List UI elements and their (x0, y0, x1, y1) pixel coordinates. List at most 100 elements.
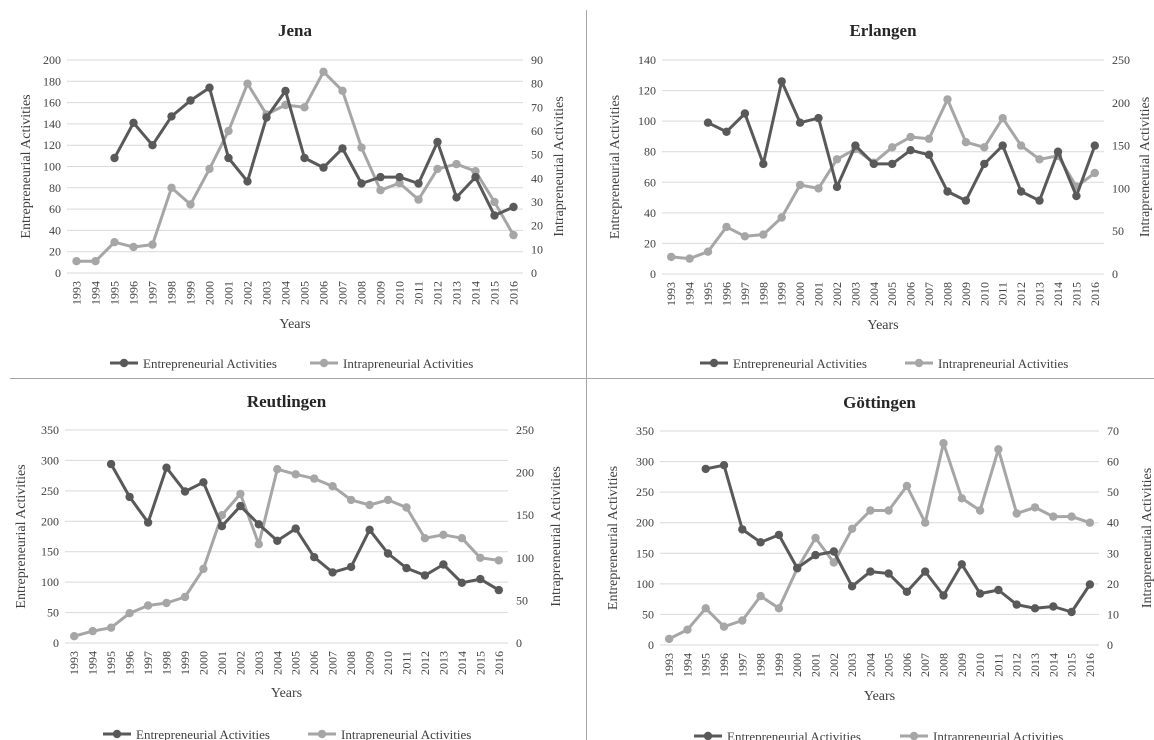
data-point-entrepreneurial (921, 567, 930, 576)
data-point-intrapreneurial (961, 138, 971, 147)
data-point-intrapreneurial (832, 155, 842, 164)
chart-panel-jena: Jena 0 20 40 60 80 100 120 140 160 180 200 0 10 20 30 40… (0, 0, 586, 378)
x-tick-label: 1995 (108, 281, 122, 305)
x-tick-label: 2011 (399, 651, 413, 675)
data-point-intrapreneurial (509, 230, 518, 240)
series-line-entrepreneurial (707, 79, 1097, 203)
x-tick-label: 2015 (473, 651, 487, 675)
x-tick-label: 2004 (863, 653, 877, 677)
x-tick-label: 1994 (89, 281, 103, 305)
legend-marker-intrapreneurial (317, 729, 327, 739)
x-tick-label: 2008 (355, 281, 369, 305)
data-point-intrapreneurial (1012, 509, 1021, 518)
series-line-intrapreneurial (73, 467, 500, 638)
x-tick-label: 2001 (808, 653, 822, 677)
legend-label-entrepreneurial: Entrepreneurial Activities (143, 356, 277, 371)
x-tick-label: 1993 (67, 651, 81, 675)
y2-tick-label: 10 (1107, 607, 1119, 621)
x-tick-label: 1998 (756, 282, 770, 306)
data-point-entrepreneurial (110, 153, 119, 163)
x-tick-label: 2014 (455, 651, 469, 675)
data-point-entrepreneurial (1090, 141, 1099, 150)
data-point-intrapreneurial (224, 126, 233, 136)
data-point-entrepreneurial (866, 567, 875, 576)
x-tick-label: 2000 (196, 651, 210, 675)
data-point-intrapreneurial (376, 186, 385, 195)
data-point-intrapreneurial (994, 445, 1003, 454)
y2-tick-label: 0 (1112, 267, 1118, 281)
legend-marker-entrepreneurial (112, 729, 122, 739)
data-point-entrepreneurial (740, 109, 750, 118)
data-point-entrepreneurial (199, 478, 208, 487)
data-point-entrepreneurial (281, 86, 290, 96)
y-tick-label: 100 (41, 575, 59, 589)
chart-svg-gottingen: Göttingen 0 50 100 150 200 250 300 350 0 10 20 30 40 5… (606, 393, 1154, 740)
x-tick-label: 1998 (160, 651, 174, 675)
x-tick-label: 2015 (1065, 653, 1079, 677)
data-point-entrepreneurial (217, 522, 227, 531)
y-axis-label: Entrepreneurial Activities (19, 94, 34, 238)
y-tick-label: 300 (41, 453, 59, 467)
data-point-intrapreneurial (667, 252, 676, 262)
x-tick-label: 2011 (412, 281, 426, 305)
data-point-intrapreneurial (774, 604, 784, 613)
data-point-intrapreneurial (143, 601, 153, 610)
data-point-entrepreneurial (943, 187, 952, 196)
data-point-entrepreneurial (759, 159, 768, 169)
x-tick-label: 1997 (738, 282, 752, 306)
data-point-intrapreneurial (703, 247, 713, 256)
data-point-entrepreneurial (262, 113, 271, 122)
x-tick-label: 2009 (374, 281, 388, 305)
data-point-intrapreneurial (1090, 168, 1099, 178)
x-tick-label: 1996 (127, 281, 141, 305)
data-point-intrapreneurial (199, 564, 208, 574)
x-tick-label: 2010 (973, 653, 987, 677)
data-point-intrapreneurial (414, 195, 423, 204)
data-point-entrepreneurial (383, 549, 393, 558)
y2-axis-label: Intrapreneurial Activities (1138, 97, 1153, 237)
y2-tick-label: 0 (1107, 638, 1113, 652)
data-point-entrepreneurial (980, 159, 989, 169)
x-tick-label: 1993 (70, 281, 84, 305)
data-point-intrapreneurial (110, 238, 119, 247)
y2-tick-label: 100 (1112, 181, 1130, 195)
x-tick-label: 2012 (1010, 653, 1024, 677)
y-tick-label: 80 (49, 181, 61, 195)
data-point-intrapreneurial (998, 114, 1007, 123)
data-point-entrepreneurial (719, 461, 729, 470)
x-tick-label: 2008 (344, 651, 358, 675)
data-point-intrapreneurial (957, 494, 966, 503)
y-tick-label: 50 (47, 606, 59, 620)
x-tick-label: 1996 (719, 282, 733, 306)
x-tick-label: 1997 (141, 651, 155, 675)
data-point-intrapreneurial (1067, 512, 1076, 521)
data-point-intrapreneurial (395, 178, 404, 188)
y-tick-label: 300 (636, 455, 654, 469)
x-tick-label: 2013 (1033, 282, 1047, 306)
y2-tick-label: 40 (531, 171, 543, 185)
chart-panel-reutlingen: Reutlingen 0 50 100 150 200 250 300 350 0 50 100 150… (0, 379, 586, 740)
x-tick-label: 2011 (991, 653, 1005, 677)
data-point-entrepreneurial (722, 127, 731, 136)
data-point-intrapreneurial (884, 506, 893, 515)
x-tick-label: 2016 (1083, 653, 1097, 677)
legend-marker-entrepreneurial (119, 358, 129, 368)
legend-marker-intrapreneurial (914, 358, 924, 368)
data-point-intrapreneurial (346, 495, 356, 505)
data-point-intrapreneurial (243, 79, 252, 88)
x-tick-label: 2005 (298, 281, 312, 305)
series-line-intrapreneurial (668, 441, 1091, 641)
x-tick-label: 2007 (326, 651, 340, 675)
data-point-entrepreneurial (471, 172, 480, 182)
y2-tick-label: 30 (1107, 546, 1119, 560)
data-point-entrepreneurial (774, 530, 784, 540)
x-tick-label: 1993 (662, 653, 676, 677)
x-tick-label: 1997 (146, 281, 160, 305)
data-point-entrepreneurial (1072, 191, 1081, 201)
chart-panel-gottingen: Göttingen 0 50 100 150 200 250 300 350 0 10 20 30 40 5… (587, 379, 1154, 740)
chart-svg-jena: Jena020406080100120140160180200010203040… (19, 21, 567, 371)
y-tick-label: 200 (43, 53, 61, 67)
data-point-intrapreneurial (888, 143, 897, 152)
x-tick-label: 2003 (845, 653, 859, 677)
